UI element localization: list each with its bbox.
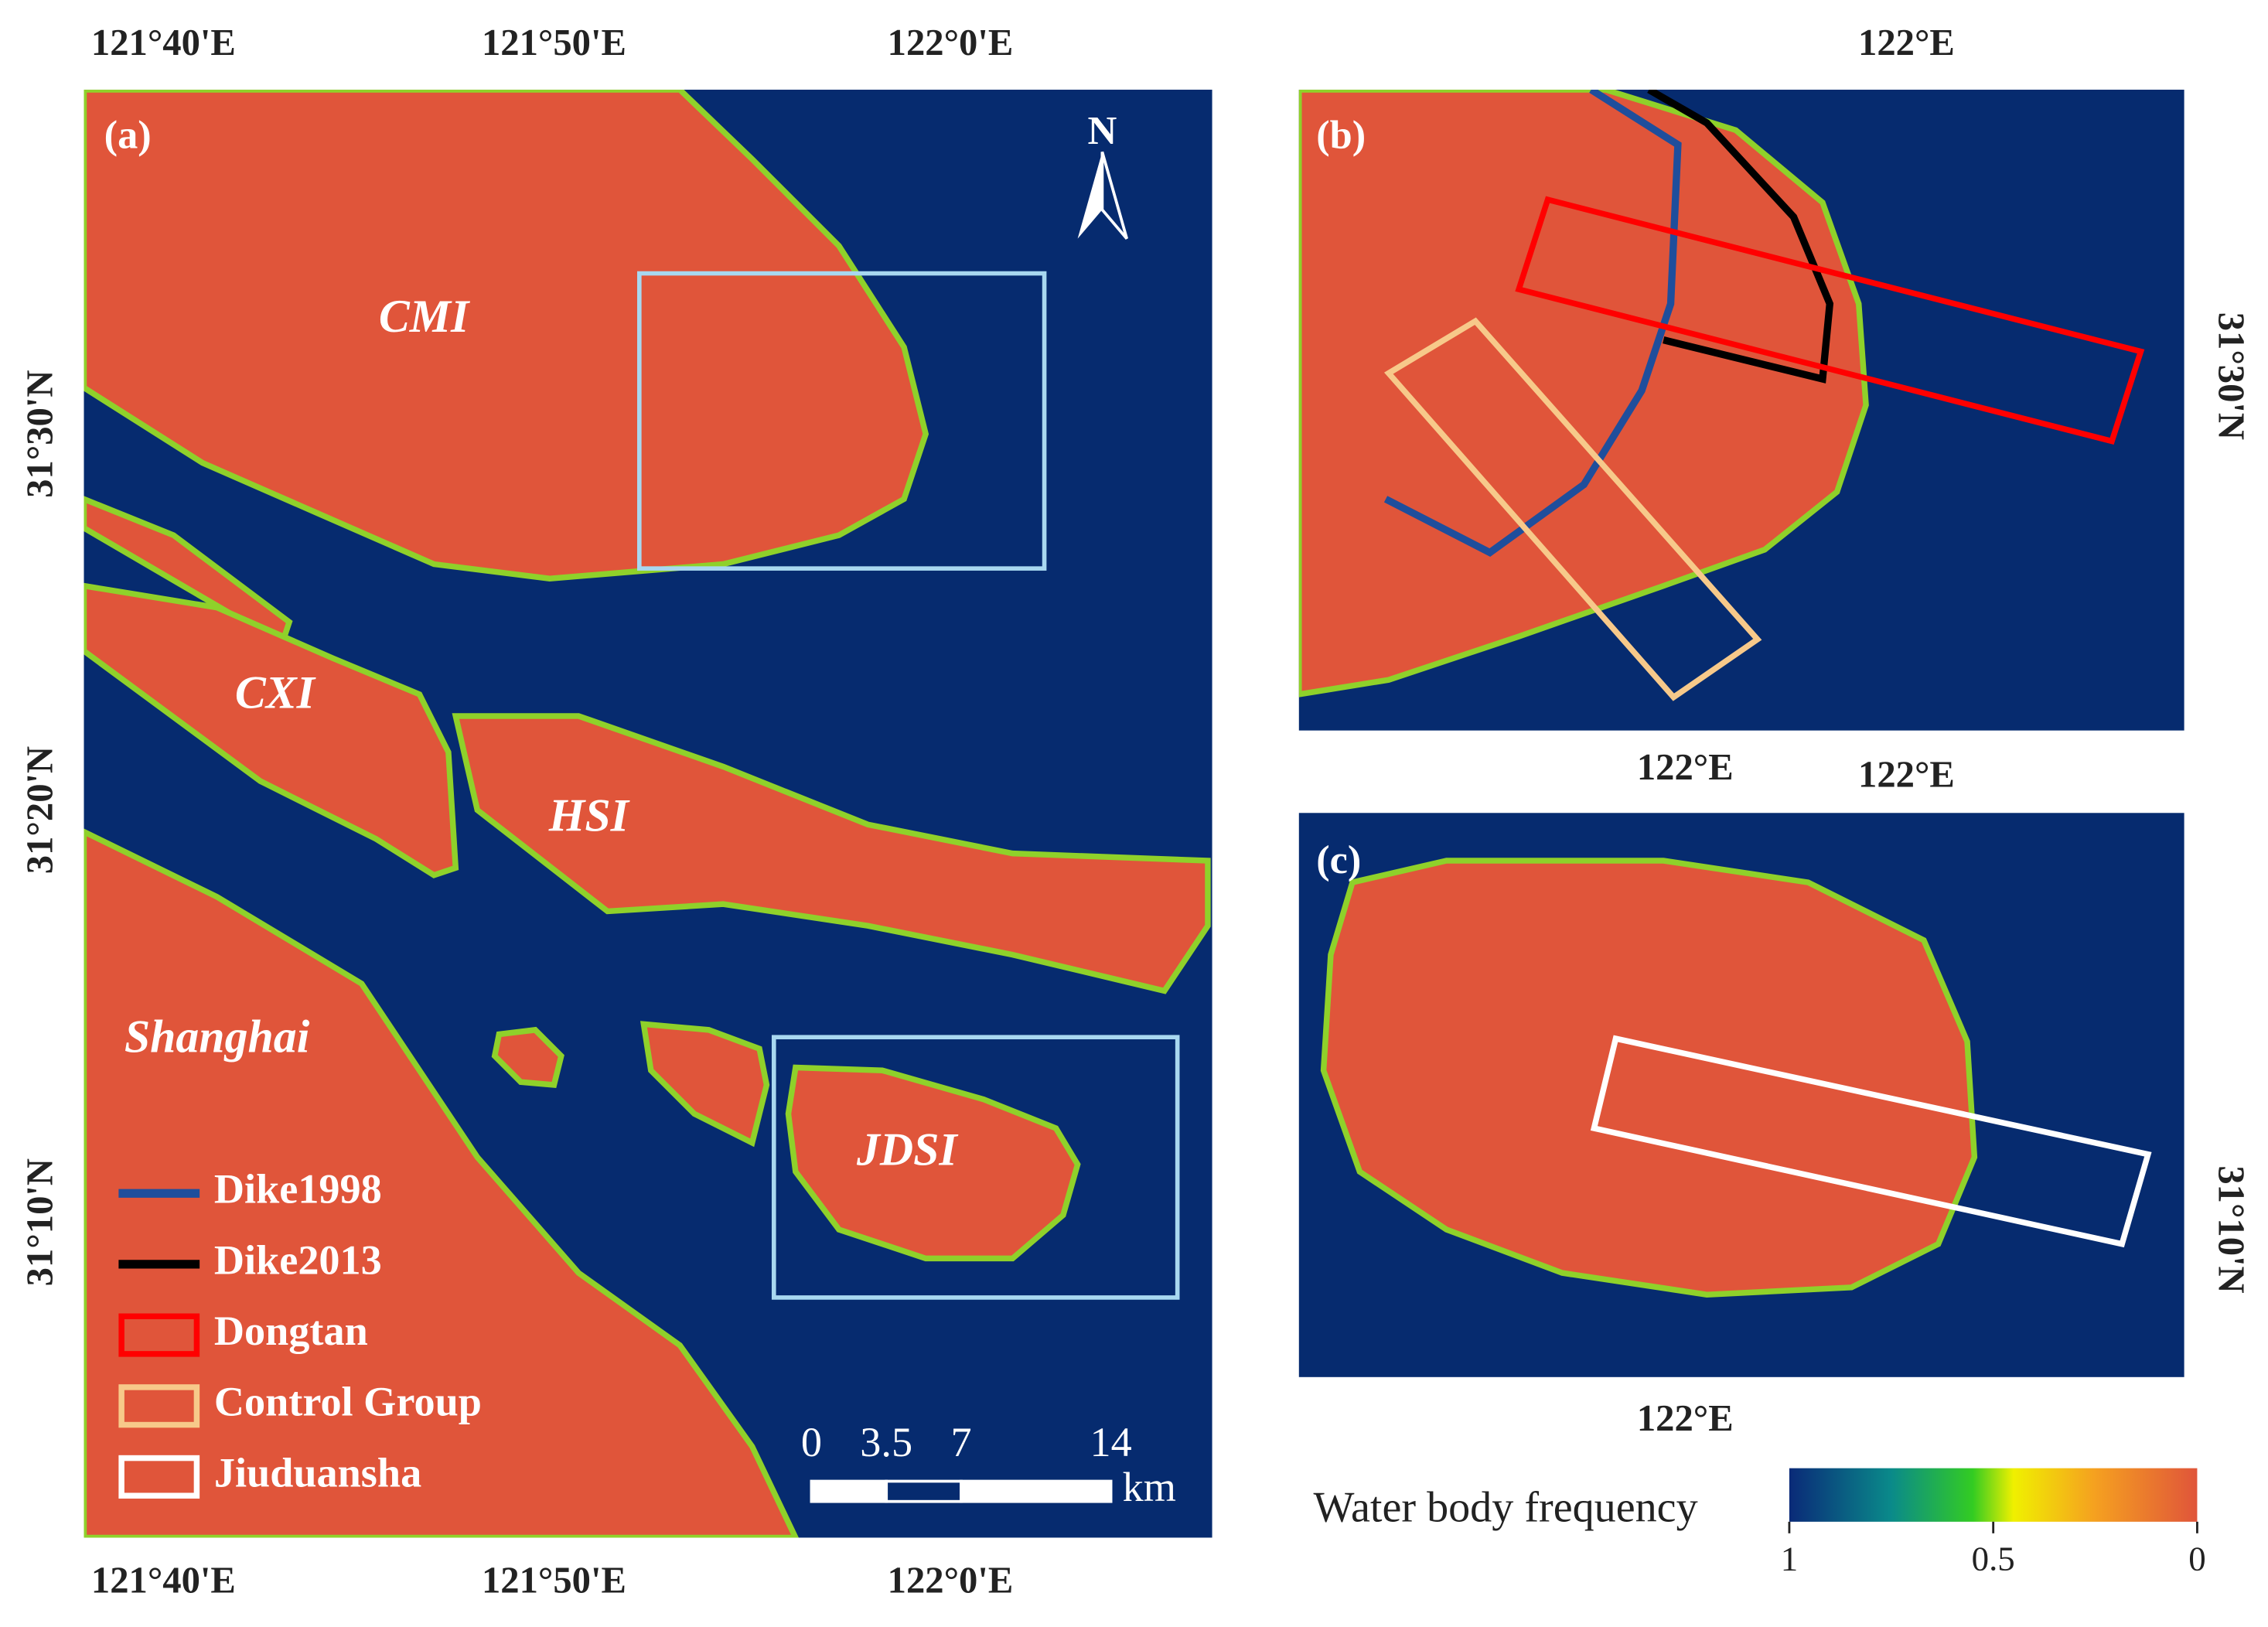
dike-1998 xyxy=(1383,89,1682,558)
inset-box xyxy=(636,271,1047,571)
legend-label: Dike1998 xyxy=(214,1166,382,1213)
legend-label: Dongtan xyxy=(214,1308,368,1354)
place-label: CXI xyxy=(235,667,316,718)
land xyxy=(785,1064,1081,1262)
north-label: N xyxy=(1087,108,1117,153)
legend-label: Jiuduansha xyxy=(214,1449,421,1496)
place-label: Shanghai xyxy=(124,1011,310,1062)
inset-box xyxy=(771,1035,1180,1300)
land xyxy=(452,713,1211,994)
panel-b-map xyxy=(1298,89,2145,701)
legend-swatch xyxy=(118,1313,200,1357)
place-label: HSI xyxy=(548,790,630,841)
lat-tick: 31°30'N xyxy=(19,370,60,498)
scale-segment xyxy=(960,1479,1113,1503)
land xyxy=(84,828,799,1538)
scale-tick-label: 0 xyxy=(801,1419,822,1465)
panel-a-map xyxy=(84,89,1211,1538)
place-label: JDSI xyxy=(856,1124,958,1175)
dike-2013 xyxy=(1647,89,1834,384)
scale-segment xyxy=(810,1479,888,1503)
scale-tick-label: 7 xyxy=(950,1419,971,1465)
colorbar xyxy=(1789,1468,2198,1522)
lon-tick: 121°50'E xyxy=(482,1559,626,1601)
lat-tick: 31°20'N xyxy=(19,746,60,874)
lat-tick: 31°30'N xyxy=(2211,312,2253,440)
scale-tick-label: 14 xyxy=(1090,1419,1132,1465)
lon-tick: 122°0'E xyxy=(888,22,1014,63)
legend-label: Dike2013 xyxy=(214,1236,382,1283)
legend-label: Control Group xyxy=(214,1379,482,1425)
lat-tick: 31°10'N xyxy=(2211,1165,2253,1293)
land xyxy=(491,1026,564,1088)
land xyxy=(639,1021,770,1148)
lon-tick: 122°E xyxy=(1858,22,1955,63)
jiuduansha-box xyxy=(1590,1035,2152,1248)
figure-body: N (a) 121°40'E 121°50'E 122°0'E 121°40'E… xyxy=(19,22,2252,1601)
land xyxy=(1298,89,1869,698)
scale-tick-label: 3.5 xyxy=(860,1419,912,1465)
land xyxy=(84,582,459,878)
panel-label: (c) xyxy=(1316,837,1361,882)
lon-tick: 122°E xyxy=(1637,746,1734,788)
dongtan-box xyxy=(1515,196,2145,445)
panel-label: (a) xyxy=(104,113,152,158)
legend-swatch xyxy=(118,1455,200,1499)
legend: Dike1998 Dike2013 Dongtan Control Group Jiud… xyxy=(118,1166,482,1499)
north-arrow xyxy=(1100,151,1128,240)
colorbar-tick-label: 0.5 xyxy=(1972,1540,2015,1578)
lat-tick: 31°10'N xyxy=(19,1158,60,1286)
lon-tick: 121°40'E xyxy=(91,1559,236,1601)
colorbar-ticks: 1 0.5 0 xyxy=(1781,1521,2206,1578)
land xyxy=(1320,858,1978,1298)
lon-tick: 122°E xyxy=(1858,754,1955,796)
scale-unit: km xyxy=(1123,1464,1176,1510)
colorbar-tick-label: 1 xyxy=(1781,1540,1798,1578)
land xyxy=(84,496,293,648)
lon-tick: 121°50'E xyxy=(482,22,626,63)
place-label: CMI xyxy=(379,291,470,342)
lon-tick: 121°40'E xyxy=(91,22,236,63)
panel-c-map xyxy=(1320,858,2152,1298)
panel-label: (b) xyxy=(1316,113,1366,158)
colorbar-tick-label: 0 xyxy=(2188,1540,2205,1578)
lon-tick: 122°0'E xyxy=(888,1559,1014,1601)
control-box xyxy=(1384,317,1762,701)
colorbar-title: Water body frequency xyxy=(1314,1484,1698,1532)
legend-swatch xyxy=(118,1384,200,1428)
scale-segment xyxy=(885,1479,963,1503)
land xyxy=(84,89,929,582)
lon-tick: 122°E xyxy=(1637,1397,1734,1439)
